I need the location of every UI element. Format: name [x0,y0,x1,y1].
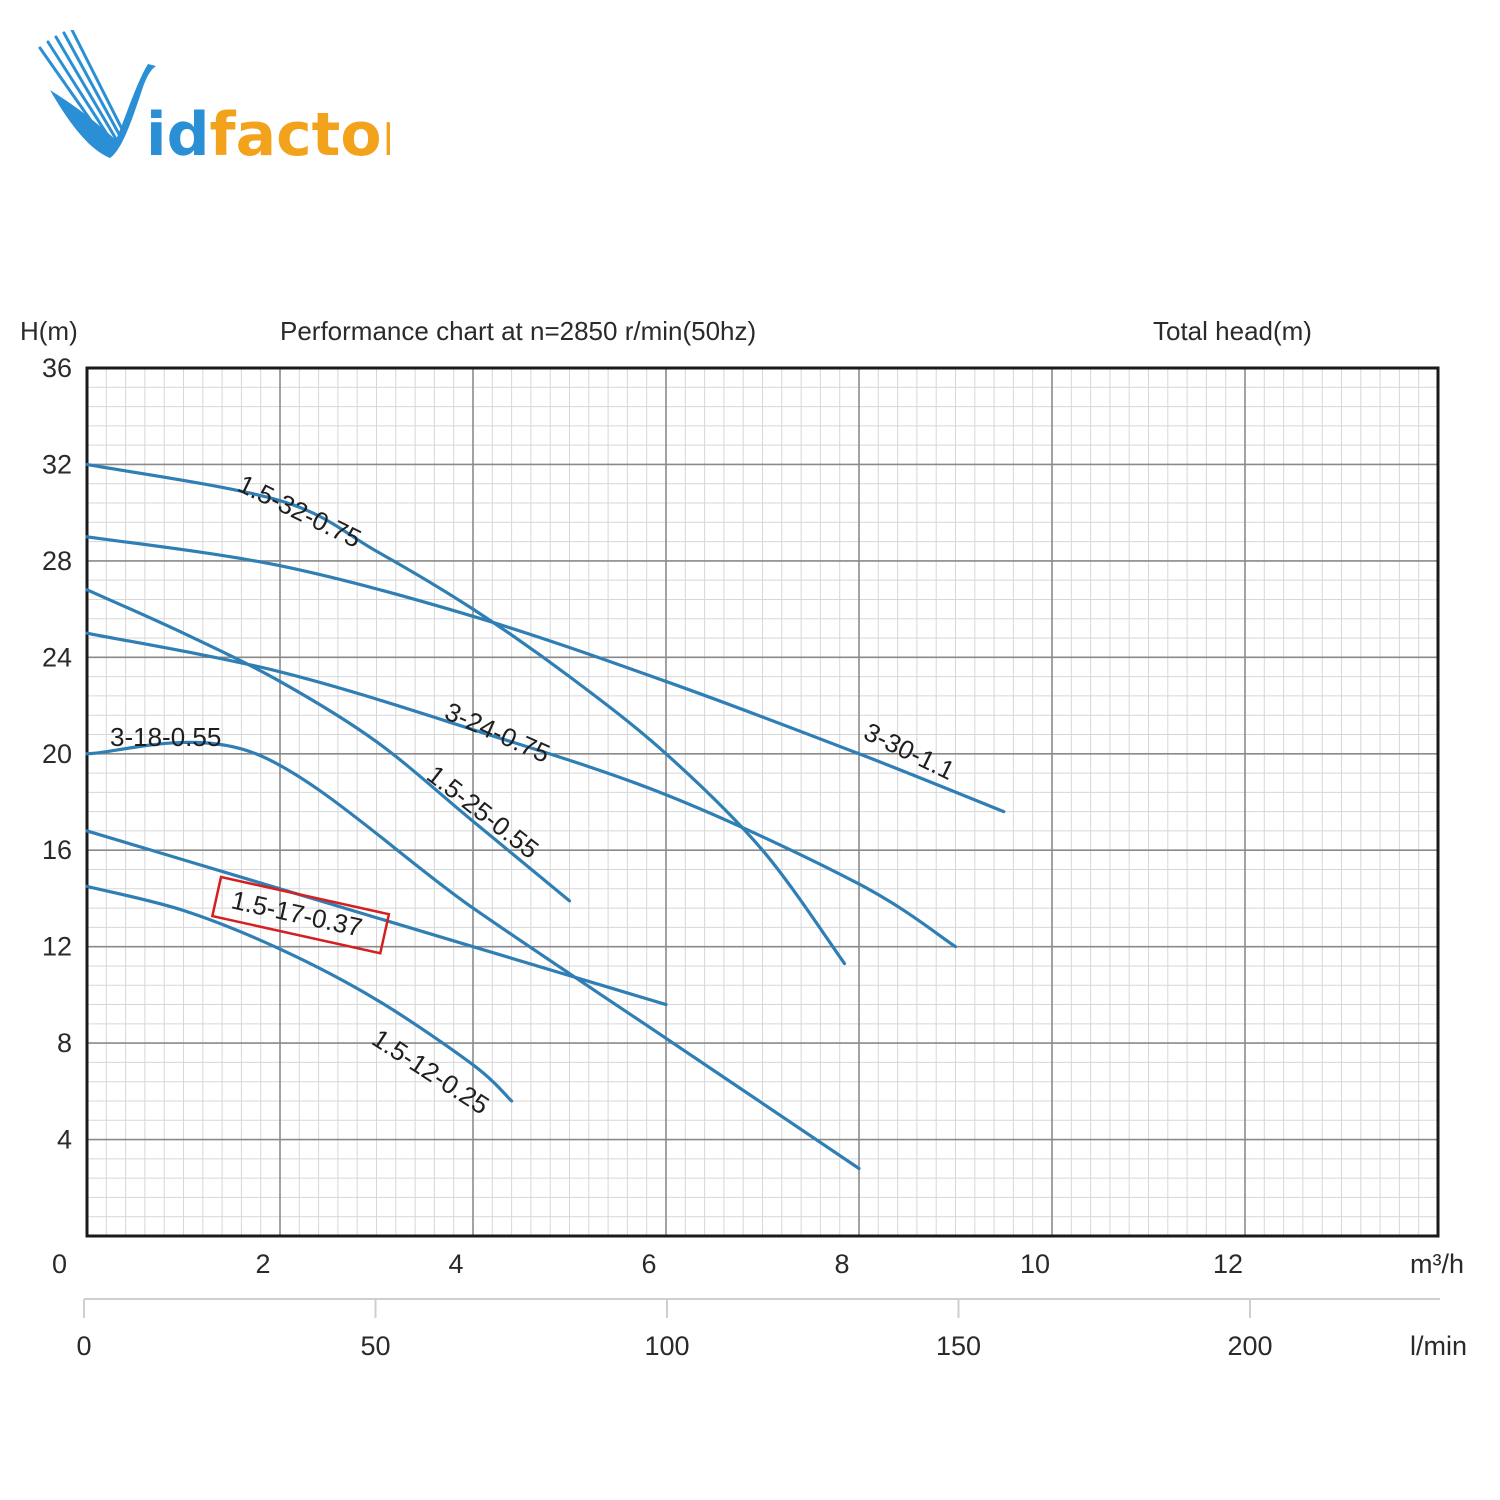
pump-curve [85,462,847,966]
right-header-label: Total head(m) [1153,316,1312,346]
pump-curve [85,740,861,1171]
pump-curve [85,884,514,1103]
pump-curve-label: 3-24-0.75 [441,696,555,769]
pump-curve-label: 3-18-0.55 [110,722,221,752]
x2-unit-label: l/min [1410,1331,1467,1361]
pump-curve [85,631,958,949]
y-tick-label: 20 [42,739,72,769]
pump-curve [85,535,1006,814]
chart-title: Performance chart at n=2850 r/min(50hz) [280,316,756,346]
x-tick-label: 12 [1213,1249,1243,1279]
x-origin-label: 0 [52,1249,67,1279]
pump-curve-labels: 1.5-32-0.753-30-1.11.5-25-0.553-24-0.753… [110,468,960,1120]
pump-curve-label: 1.5-12-0.25 [367,1023,495,1121]
y-tick-labels: 4 8 12 16 20 24 28 32 36 [42,353,72,1155]
lmin-tick-labels: 0 50 100 150 200 [76,1299,1273,1361]
x-tick-labels: 2 4 6 8 10 12 [255,1249,1243,1279]
pump-curve-label: 3-30-1.1 [859,716,959,785]
x2-tick-label: 100 [644,1331,689,1361]
pump-curves [85,462,1006,1171]
x2-tick-label: 200 [1227,1331,1272,1361]
y-tick-label: 32 [42,449,72,479]
x-unit-label: m³/h [1410,1249,1464,1279]
y-axis-label: H(m) [20,316,78,346]
logo-v-shape [50,64,156,158]
pump-curve [85,588,572,903]
y-tick-label: 36 [42,353,72,383]
logo-text: idfactor [146,100,390,170]
y-tick-label: 16 [42,835,72,865]
x2-tick-label: 50 [360,1331,390,1361]
y-tick-label: 4 [57,1125,72,1155]
x-tick-label: 4 [448,1249,463,1279]
x2-tick-label: 150 [936,1331,981,1361]
y-tick-label: 24 [42,642,72,672]
y-tick-label: 28 [42,546,72,576]
plot-frame [85,366,1440,1238]
x2-tick-label: 0 [76,1331,91,1361]
x-tick-label: 10 [1020,1249,1050,1279]
x-tick-label: 8 [834,1249,849,1279]
pump-curve [85,829,668,1007]
x-tick-label: 6 [641,1249,656,1279]
y-tick-label: 8 [57,1028,72,1058]
highlight-box [210,875,391,955]
minor-grid [87,368,1438,1236]
x-tick-label: 2 [255,1249,270,1279]
y-tick-label: 12 [42,932,72,962]
vidfactor-logo: idfactor [38,30,390,170]
